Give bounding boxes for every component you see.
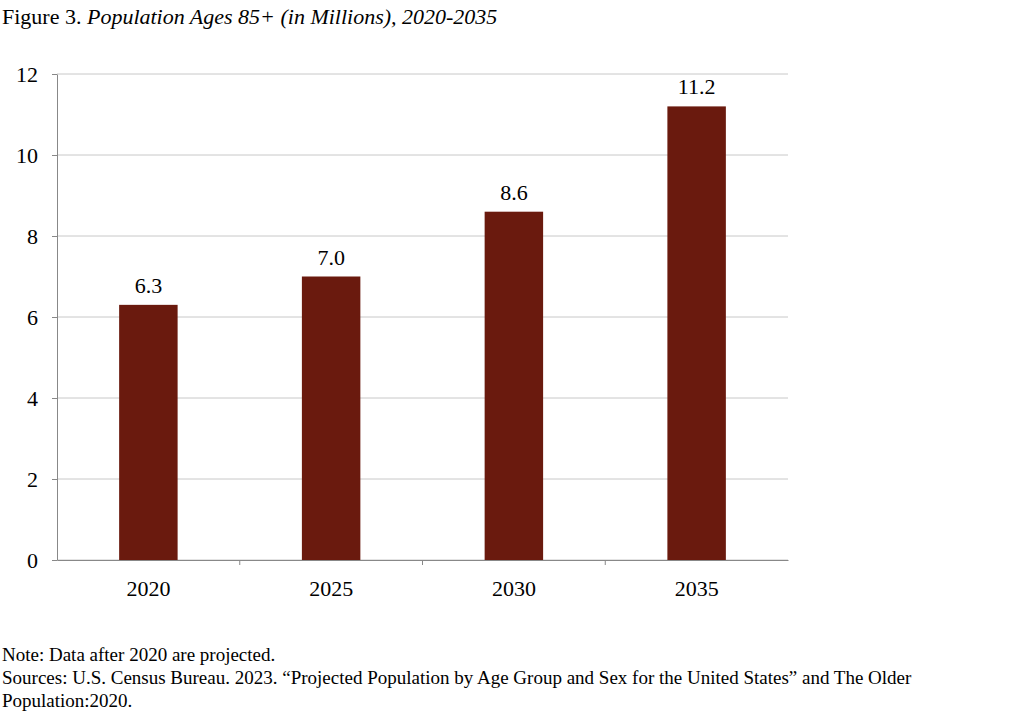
x-tick: 2030 (492, 560, 536, 601)
x-tick: 2020 (126, 560, 170, 601)
note-line: Population:2020. (2, 690, 132, 711)
y-axis: 0 2 4 6 8 10 12 (16, 62, 58, 573)
x-tick-label: 2020 (126, 576, 170, 601)
x-boundary-tick (239, 560, 240, 565)
y-tick-mark (52, 560, 57, 561)
x-tick: 2035 (675, 560, 719, 601)
y-tick-label: 0 (27, 548, 38, 573)
title: Figure 3. Population Ages 85+ (in Millio… (2, 4, 497, 29)
data-label: 8.6 (500, 180, 528, 205)
y-tick-label: 4 (27, 386, 38, 411)
y-tick-mark (52, 74, 57, 75)
y-tick-mark (52, 479, 57, 480)
title-prefix: Figure 3. (2, 4, 87, 29)
y-tick-label: 6 (27, 305, 38, 330)
data-labels: 6.3 7.0 8.6 11.2 (135, 74, 716, 297)
grid (57, 74, 788, 560)
note-line: Note: Data after 2020 are projected. (2, 644, 275, 665)
y-tick-mark (52, 398, 57, 399)
bar (485, 212, 543, 560)
x-tick-label: 2025 (309, 576, 353, 601)
notes: Note: Data after 2020 are projected.Sour… (2, 644, 912, 711)
note-line: Sources: U.S. Census Bureau. 2023. “Proj… (2, 667, 912, 688)
bar (667, 106, 725, 560)
x-tick-label: 2035 (675, 576, 719, 601)
y-tick: 8 (27, 224, 57, 249)
y-tick: 0 (27, 548, 57, 573)
note: Sources: U.S. Census Bureau. 2023. “Proj… (2, 667, 912, 711)
y-tick-label: 10 (16, 143, 38, 168)
y-tick-mark (52, 155, 57, 156)
y-tick: 10 (16, 143, 57, 168)
data-label: 6.3 (135, 273, 163, 298)
title-main: Population Ages 85+ (in Millions), 2020-… (86, 4, 497, 29)
bar (119, 305, 177, 560)
x-tick: 2025 (309, 560, 353, 601)
y-tick-label: 8 (27, 224, 38, 249)
data-label: 11.2 (678, 74, 716, 99)
x-boundary-tick (605, 560, 606, 565)
y-tick: 2 (27, 467, 57, 492)
bars (119, 106, 726, 560)
y-tick-label: 2 (27, 467, 38, 492)
y-tick-mark (52, 236, 57, 237)
y-tick: 6 (27, 305, 57, 330)
note: Note: Data after 2020 are projected. (2, 644, 275, 665)
y-tick-label: 12 (16, 62, 38, 87)
x-tick-label: 2030 (492, 576, 536, 601)
y-tick: 4 (27, 386, 57, 411)
data-label: 7.0 (317, 245, 345, 270)
y-tick-mark (52, 317, 57, 318)
x-boundary-tick (422, 560, 423, 565)
y-tick: 12 (16, 62, 57, 87)
y-axis-line (57, 75, 58, 561)
chart: Figure 3. Population Ages 85+ (in Millio… (0, 0, 1024, 717)
x-axis: 2020 2025 2030 2035 (58, 560, 789, 601)
bar (302, 277, 360, 561)
